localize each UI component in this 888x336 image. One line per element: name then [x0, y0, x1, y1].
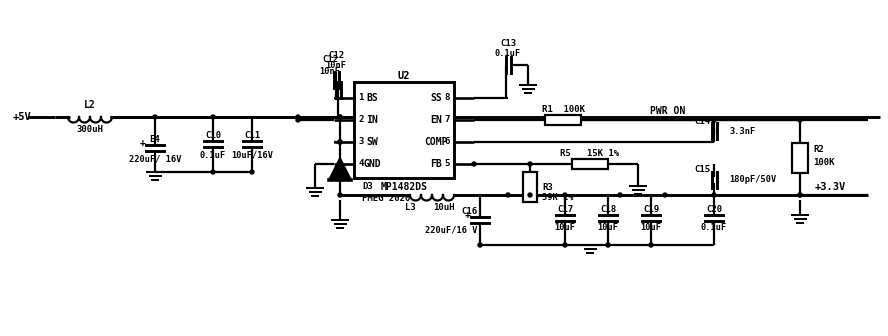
- Circle shape: [798, 193, 802, 197]
- Bar: [792, 142, 808, 172]
- Text: C16: C16: [461, 207, 477, 215]
- Text: 7: 7: [445, 116, 450, 125]
- Circle shape: [618, 193, 622, 197]
- Bar: [354, 82, 454, 178]
- Circle shape: [153, 115, 157, 119]
- Text: +3.3V: +3.3V: [814, 182, 845, 192]
- Text: 10uF: 10uF: [640, 223, 662, 233]
- Text: 180pF/50V: 180pF/50V: [729, 175, 776, 184]
- Circle shape: [563, 243, 567, 247]
- Text: 6: 6: [445, 137, 450, 146]
- Text: PMEG 2020: PMEG 2020: [362, 194, 410, 203]
- Text: 2: 2: [358, 116, 363, 125]
- Text: EN: EN: [430, 115, 442, 125]
- Polygon shape: [329, 158, 351, 179]
- Text: R3: R3: [542, 182, 552, 192]
- Circle shape: [528, 162, 532, 166]
- Text: 220uF/16 V: 220uF/16 V: [424, 225, 477, 235]
- Text: C20: C20: [706, 205, 722, 213]
- Circle shape: [712, 118, 716, 122]
- Text: E4: E4: [149, 134, 161, 143]
- Circle shape: [338, 193, 342, 197]
- Circle shape: [506, 193, 510, 197]
- Text: C19: C19: [643, 205, 659, 213]
- Circle shape: [338, 115, 342, 119]
- Text: BS: BS: [366, 93, 378, 103]
- Text: GND: GND: [363, 159, 381, 169]
- Text: C15: C15: [694, 165, 710, 174]
- Text: 5: 5: [445, 160, 450, 168]
- Text: C11: C11: [244, 130, 260, 139]
- Text: +5V: +5V: [13, 112, 32, 122]
- Text: 220uF/ 16V: 220uF/ 16V: [129, 155, 181, 164]
- Circle shape: [649, 243, 653, 247]
- Text: 10nF: 10nF: [320, 68, 340, 77]
- Text: C12: C12: [328, 50, 344, 59]
- Text: D3: D3: [362, 182, 373, 191]
- Text: 4: 4: [358, 160, 363, 168]
- Text: C17: C17: [557, 205, 573, 213]
- Text: FB: FB: [430, 159, 442, 169]
- Text: SW: SW: [366, 137, 378, 147]
- Circle shape: [338, 140, 342, 144]
- Circle shape: [250, 170, 254, 174]
- Circle shape: [211, 115, 215, 119]
- Text: C13: C13: [500, 39, 516, 47]
- Text: 300uH: 300uH: [76, 125, 103, 133]
- Bar: [523, 172, 537, 202]
- Text: C14: C14: [694, 117, 710, 126]
- Text: IN: IN: [366, 115, 378, 125]
- Text: U2: U2: [398, 71, 410, 81]
- Circle shape: [798, 118, 802, 122]
- Circle shape: [528, 193, 532, 197]
- Text: C12: C12: [322, 55, 338, 65]
- Circle shape: [472, 162, 476, 166]
- Text: COMP: COMP: [424, 137, 448, 147]
- Text: 0.1uF: 0.1uF: [495, 49, 521, 58]
- Text: 8: 8: [445, 93, 450, 102]
- Text: R2: R2: [813, 145, 824, 154]
- Circle shape: [798, 193, 802, 197]
- Circle shape: [338, 140, 342, 144]
- Text: L3: L3: [405, 203, 416, 211]
- Circle shape: [478, 243, 482, 247]
- Text: 0.1uF: 0.1uF: [200, 151, 226, 160]
- Text: 1: 1: [358, 93, 363, 102]
- Circle shape: [296, 118, 300, 122]
- Circle shape: [296, 115, 300, 119]
- Circle shape: [338, 115, 342, 119]
- Text: 10uH: 10uH: [433, 203, 455, 211]
- Text: 10uF/16V: 10uF/16V: [231, 151, 273, 160]
- Text: C10: C10: [205, 130, 221, 139]
- Text: 3: 3: [358, 137, 363, 146]
- Text: C18: C18: [600, 205, 616, 213]
- Text: 10nF: 10nF: [326, 60, 346, 70]
- Text: +: +: [140, 138, 146, 148]
- Circle shape: [712, 193, 716, 197]
- Text: +: +: [465, 210, 471, 220]
- Text: 3.3nF: 3.3nF: [729, 126, 756, 135]
- Circle shape: [563, 193, 567, 197]
- Text: SS: SS: [430, 93, 442, 103]
- Text: R1  100K: R1 100K: [542, 106, 584, 115]
- Text: 10uF: 10uF: [598, 223, 619, 233]
- Circle shape: [211, 170, 215, 174]
- Text: 100K: 100K: [813, 158, 835, 167]
- Text: PWR ON: PWR ON: [650, 106, 686, 116]
- Circle shape: [663, 193, 667, 197]
- Circle shape: [606, 243, 610, 247]
- Text: L2: L2: [84, 100, 96, 110]
- Text: 39K 1%: 39K 1%: [542, 193, 574, 202]
- Text: 10uF: 10uF: [554, 223, 575, 233]
- Text: MP1482DS: MP1482DS: [380, 182, 427, 192]
- Text: R5   15K 1%: R5 15K 1%: [560, 150, 620, 159]
- Bar: [572, 159, 608, 169]
- Text: 0.1uF: 0.1uF: [701, 223, 727, 233]
- Bar: [545, 115, 581, 125]
